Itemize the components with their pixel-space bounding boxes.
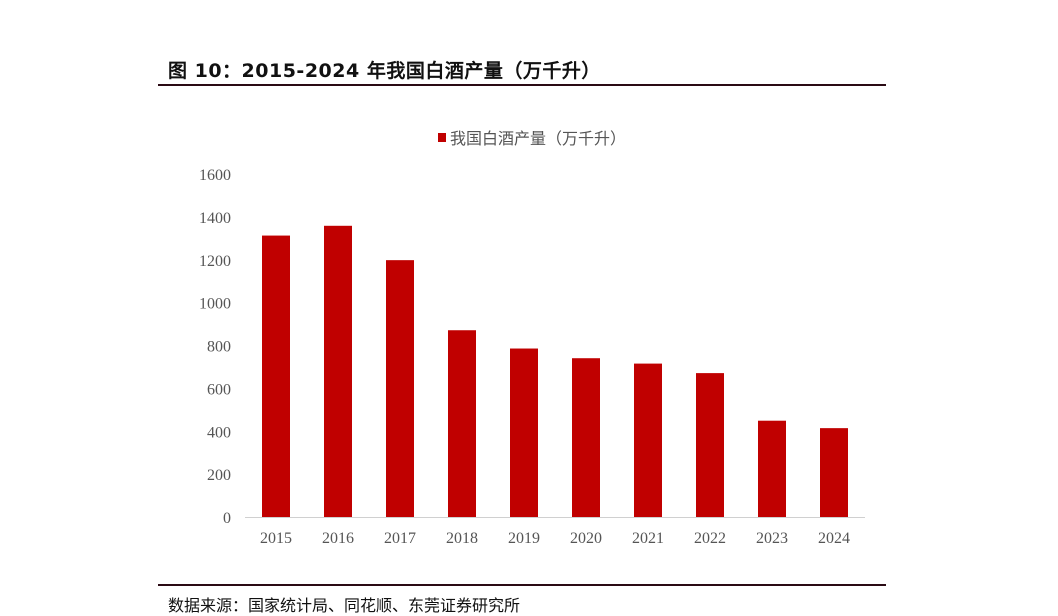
- y-tick-label: 0: [223, 510, 231, 527]
- legend: 我国白酒产量（万千升）: [438, 129, 626, 148]
- bar-2024: [820, 428, 848, 517]
- y-tick-label: 800: [207, 339, 231, 356]
- y-tick-label: 1600: [199, 167, 231, 184]
- bars: [262, 225, 848, 518]
- y-axis: 0 200 400 600 800 1000 1200 1400 1600: [199, 167, 231, 527]
- x-tick-label: 2017: [384, 530, 416, 547]
- bar-2021: [634, 363, 662, 517]
- bar-2016: [324, 225, 352, 517]
- legend-swatch: [438, 133, 446, 142]
- y-tick-label: 200: [207, 467, 231, 484]
- bar-2020: [572, 358, 600, 517]
- bar-2018: [448, 330, 476, 517]
- bar-2019: [510, 348, 538, 517]
- x-axis: 2015 2016 2017 2018 2019 2020 2021 2022 2023 2024: [260, 530, 850, 547]
- x-tick-label: 2019: [508, 530, 540, 547]
- y-tick-label: 1200: [199, 253, 231, 270]
- title-rule: [158, 84, 886, 86]
- y-tick-label: 1400: [199, 210, 231, 227]
- x-tick-label: 2022: [694, 530, 726, 547]
- x-tick-label: 2016: [322, 530, 354, 547]
- x-tick-label: 2018: [446, 530, 478, 547]
- x-tick-label: 2024: [818, 530, 850, 547]
- x-tick-label: 2015: [260, 530, 292, 547]
- y-tick-label: 1000: [199, 296, 231, 313]
- x-tick-label: 2023: [756, 530, 788, 547]
- x-tick-label: 2021: [632, 530, 664, 547]
- x-tick-label: 2020: [570, 530, 602, 547]
- figure-title: 图 10：2015-2024 年我国白酒产量（万千升）: [168, 60, 601, 82]
- bar-2015: [262, 235, 290, 518]
- source-rule: [158, 584, 886, 586]
- legend-label: 我国白酒产量（万千升）: [450, 129, 626, 148]
- y-tick-label: 600: [207, 381, 231, 398]
- source-note: 数据来源：国家统计局、同花顺、东莞证券研究所: [168, 596, 521, 615]
- bar-2022: [696, 373, 724, 517]
- bar-2023: [758, 420, 786, 517]
- bar-2017: [386, 260, 414, 517]
- y-tick-label: 400: [207, 424, 231, 441]
